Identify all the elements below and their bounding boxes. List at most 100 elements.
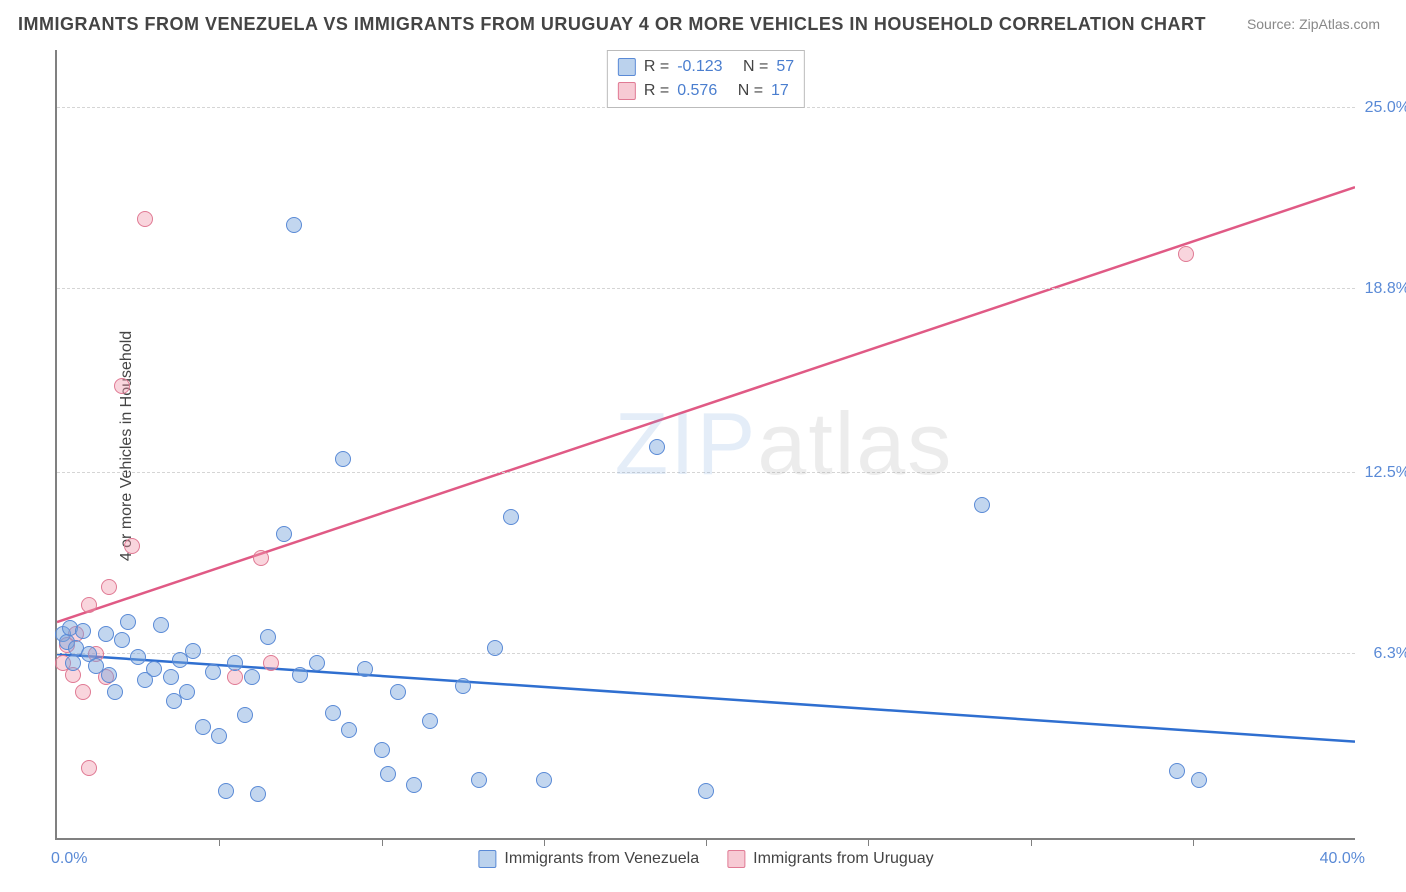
point-venezuela xyxy=(65,655,81,671)
point-venezuela xyxy=(455,678,471,694)
point-venezuela xyxy=(974,497,990,513)
point-venezuela xyxy=(503,509,519,525)
point-venezuela xyxy=(195,719,211,735)
x-tick xyxy=(1031,838,1032,846)
source-attribution: Source: ZipAtlas.com xyxy=(1247,16,1380,32)
swatch-blue-icon xyxy=(478,850,496,868)
point-uruguay xyxy=(227,669,243,685)
point-venezuela xyxy=(698,783,714,799)
legend-label: Immigrants from Uruguay xyxy=(753,850,934,868)
swatch-pink-icon xyxy=(618,82,636,100)
x-tick xyxy=(706,838,707,846)
point-venezuela xyxy=(422,713,438,729)
point-venezuela xyxy=(130,649,146,665)
point-venezuela xyxy=(107,684,123,700)
point-uruguay xyxy=(81,760,97,776)
point-venezuela xyxy=(374,742,390,758)
point-venezuela xyxy=(260,629,276,645)
x-tick xyxy=(1193,838,1194,846)
swatch-pink-icon xyxy=(727,850,745,868)
correlation-legend: R = -0.123 N = 57 R = 0.576 N = 17 xyxy=(607,50,805,108)
n-label: N = xyxy=(743,55,768,79)
point-venezuela xyxy=(335,451,351,467)
point-venezuela xyxy=(649,439,665,455)
point-venezuela xyxy=(292,667,308,683)
point-venezuela xyxy=(325,705,341,721)
series-legend: Immigrants from Venezuela Immigrants fro… xyxy=(478,850,933,868)
n-value: 57 xyxy=(776,55,794,79)
r-value: -0.123 xyxy=(677,55,722,79)
point-venezuela xyxy=(227,655,243,671)
point-venezuela xyxy=(179,684,195,700)
point-venezuela xyxy=(244,669,260,685)
point-uruguay xyxy=(124,538,140,554)
legend-row-uruguay: R = 0.576 N = 17 xyxy=(618,79,794,103)
point-venezuela xyxy=(1191,772,1207,788)
gridline xyxy=(57,653,1355,654)
point-venezuela xyxy=(120,614,136,630)
r-label: R = xyxy=(644,55,669,79)
point-venezuela xyxy=(98,626,114,642)
x-tick xyxy=(544,838,545,846)
point-uruguay xyxy=(81,597,97,613)
point-venezuela xyxy=(536,772,552,788)
scatter-plot-area: ZIPatlas R = -0.123 N = 57 R = 0.576 N =… xyxy=(55,50,1355,840)
point-venezuela xyxy=(153,617,169,633)
gridline xyxy=(57,288,1355,289)
point-venezuela xyxy=(380,766,396,782)
point-venezuela xyxy=(237,707,253,723)
gridline xyxy=(57,472,1355,473)
point-venezuela xyxy=(211,728,227,744)
y-tick-label: 12.5% xyxy=(1365,464,1406,482)
point-uruguay xyxy=(1178,246,1194,262)
x-tick xyxy=(868,838,869,846)
y-tick-label: 18.8% xyxy=(1365,280,1406,298)
point-uruguay xyxy=(101,579,117,595)
legend-label: Immigrants from Venezuela xyxy=(504,850,699,868)
r-label: R = xyxy=(644,79,669,103)
watermark-thin: atlas xyxy=(757,394,953,493)
point-venezuela xyxy=(114,632,130,648)
point-venezuela xyxy=(218,783,234,799)
point-venezuela xyxy=(286,217,302,233)
point-venezuela xyxy=(163,669,179,685)
point-uruguay xyxy=(137,211,153,227)
point-venezuela xyxy=(357,661,373,677)
point-venezuela xyxy=(406,777,422,793)
watermark: ZIPatlas xyxy=(614,393,953,495)
x-max-label: 40.0% xyxy=(1320,850,1365,868)
point-venezuela xyxy=(185,643,201,659)
x-tick xyxy=(382,838,383,846)
point-uruguay xyxy=(263,655,279,671)
point-venezuela xyxy=(250,786,266,802)
point-uruguay xyxy=(75,684,91,700)
point-venezuela xyxy=(471,772,487,788)
point-venezuela xyxy=(146,661,162,677)
legend-row-venezuela: R = -0.123 N = 57 xyxy=(618,55,794,79)
y-tick-label: 25.0% xyxy=(1365,99,1406,117)
chart-title: IMMIGRANTS FROM VENEZUELA VS IMMIGRANTS … xyxy=(18,14,1206,35)
swatch-blue-icon xyxy=(618,58,636,76)
point-uruguay xyxy=(114,378,130,394)
x-min-label: 0.0% xyxy=(51,850,87,868)
point-venezuela xyxy=(309,655,325,671)
x-tick xyxy=(219,838,220,846)
legend-item-venezuela: Immigrants from Venezuela xyxy=(478,850,699,868)
point-uruguay xyxy=(253,550,269,566)
watermark-bold: ZIP xyxy=(614,394,757,493)
legend-item-uruguay: Immigrants from Uruguay xyxy=(727,850,934,868)
n-value: 17 xyxy=(771,79,789,103)
point-venezuela xyxy=(390,684,406,700)
point-venezuela xyxy=(341,722,357,738)
point-venezuela xyxy=(276,526,292,542)
r-value: 0.576 xyxy=(677,79,717,103)
point-venezuela xyxy=(205,664,221,680)
point-venezuela xyxy=(1169,763,1185,779)
trendline-venezuela xyxy=(57,654,1355,742)
y-tick-label: 6.3% xyxy=(1374,645,1406,663)
trendline-uruguay xyxy=(57,187,1355,622)
point-venezuela xyxy=(487,640,503,656)
point-venezuela xyxy=(75,623,91,639)
n-label: N = xyxy=(738,79,763,103)
point-venezuela xyxy=(101,667,117,683)
